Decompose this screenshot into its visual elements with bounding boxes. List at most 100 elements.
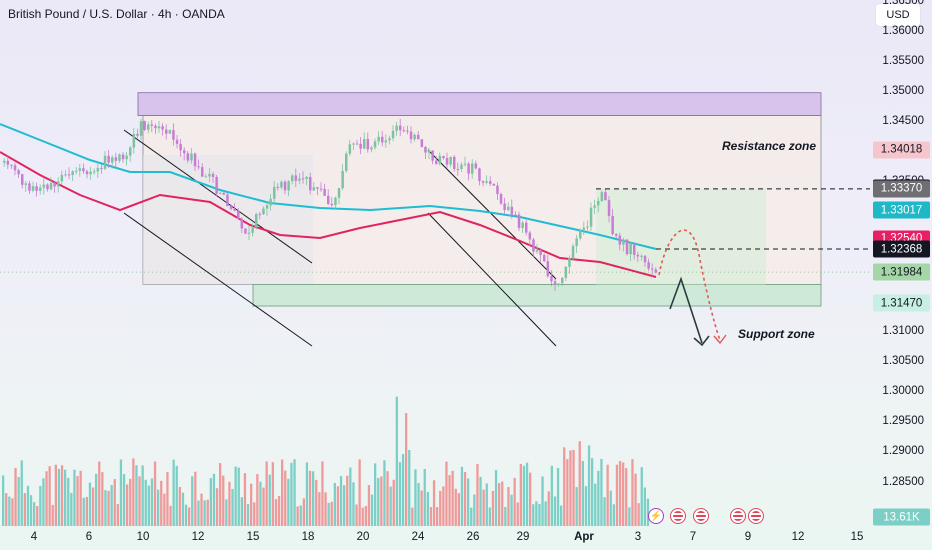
volume-bar (488, 507, 491, 526)
candle-body (229, 206, 233, 209)
volume-bar (429, 507, 433, 526)
volume-bar (122, 474, 126, 526)
candle-body (568, 258, 571, 267)
volume-bar (126, 484, 129, 526)
volume-bar (284, 470, 287, 526)
volume-bar (448, 475, 451, 526)
ema-slow-line (0, 123, 657, 250)
us-flag-icon[interactable] (670, 508, 686, 524)
candle-body (6, 160, 10, 165)
candle-body (269, 198, 272, 206)
price-tick-label: 1.29500 (882, 415, 924, 428)
volume-bar (463, 471, 467, 526)
candle-body (399, 125, 402, 131)
candle-body (201, 167, 204, 177)
candle-body (53, 182, 56, 187)
volume-bar (188, 507, 191, 526)
flash-icon[interactable]: ⚡ (648, 508, 664, 524)
price-tick-label: 1.36000 (882, 24, 924, 37)
volume-bar (178, 486, 181, 526)
price-tick-label: 1.30000 (882, 385, 924, 398)
volume-bar (243, 473, 247, 526)
candle-body (103, 155, 107, 169)
us-flag-icon[interactable] (748, 508, 764, 524)
volume-bar (423, 469, 426, 526)
candle-body (517, 214, 521, 228)
volume-bar (479, 476, 482, 526)
volume-bar (535, 501, 538, 526)
time-tick-label: 15 (246, 531, 260, 543)
volume-bar (339, 476, 343, 526)
candle-body (654, 269, 658, 273)
volume-bar (622, 462, 625, 526)
price-tick-label: 1.28500 (882, 475, 924, 488)
candle-body (442, 155, 445, 159)
candle-body (233, 208, 236, 211)
volume-bar (206, 499, 209, 526)
candle-body (118, 154, 121, 161)
volume-bar (95, 473, 98, 526)
volume-bar (321, 461, 324, 526)
volume-bar (82, 497, 85, 526)
volume-bar (609, 490, 612, 526)
candle-body (330, 203, 334, 206)
time-tick-label: 20 (356, 531, 370, 543)
currency-button[interactable]: USD (876, 4, 920, 26)
volume-bar (57, 468, 61, 526)
channel-shade (143, 155, 313, 285)
volume-bar (39, 485, 42, 526)
volume-bar (144, 479, 147, 526)
candle-body (391, 130, 395, 139)
volume-bar (287, 478, 290, 526)
candle-body (165, 129, 168, 134)
volume-bar (525, 462, 529, 526)
candle-body (413, 134, 416, 140)
volume-bar (358, 459, 361, 526)
volume-bar (259, 481, 262, 526)
candle-body (633, 243, 636, 255)
candle-body (492, 183, 496, 186)
volume-bar (20, 460, 23, 526)
candle-body (564, 266, 568, 278)
candle-body (67, 174, 71, 176)
candle-body (125, 155, 128, 160)
candle-body (409, 131, 413, 140)
volume-bar (110, 484, 113, 526)
volume-bar (293, 459, 296, 526)
volume-layer (2, 396, 650, 526)
candle-body (553, 281, 557, 285)
volume-bar (147, 485, 150, 526)
volume-bar (618, 461, 622, 526)
volume-bar (553, 496, 557, 526)
candle-body (291, 175, 294, 182)
time-tick-label: 7 (689, 531, 697, 543)
candle-body (467, 163, 470, 174)
channel-lines-layer (123, 129, 557, 347)
volume-bar (191, 476, 194, 526)
us-flag-icon[interactable] (730, 508, 746, 524)
candle-body (341, 170, 344, 189)
candle-body (136, 133, 139, 136)
candle-body (186, 153, 190, 161)
candle-body (474, 163, 478, 169)
volume-bar (532, 504, 535, 526)
candle-body (132, 133, 136, 148)
candle-body (618, 235, 622, 245)
time-tick-label: 4 (30, 531, 38, 543)
candle-body (154, 125, 157, 129)
price-tick-label: 1.35000 (882, 84, 924, 97)
time-tick-label: 12 (791, 531, 805, 543)
symbol-title[interactable]: British Pound / U.S. Dollar · 4h · OANDA (8, 7, 225, 21)
candle-body (71, 171, 74, 176)
candle-body (298, 178, 301, 181)
candle-body (435, 160, 438, 164)
zones-layer (0, 92, 870, 307)
candle-body (208, 173, 211, 177)
volume-bar (544, 501, 547, 526)
candle-body (183, 150, 186, 154)
us-flag-icon[interactable] (693, 508, 709, 524)
volume-bar (129, 478, 132, 526)
channel-line (123, 129, 313, 264)
volume-bar (566, 459, 569, 526)
